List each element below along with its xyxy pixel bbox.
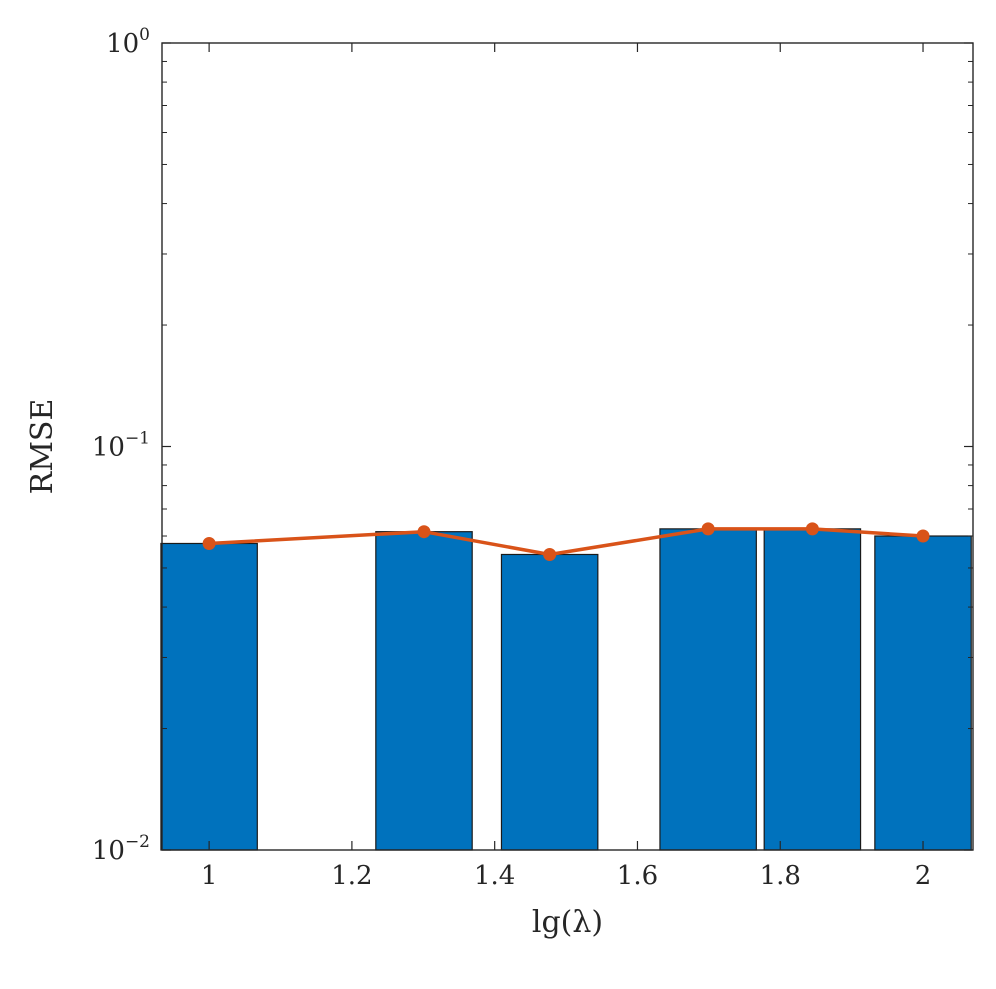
- x-tick-labels: 1 1.2 1.4 1.6 1.8 2: [201, 861, 931, 891]
- bar-6: [874, 535, 972, 851]
- line-point-3: [543, 547, 557, 561]
- line-path: [209, 527, 924, 557]
- bar-5: [763, 528, 862, 851]
- x-tick-label-4: 1.6: [617, 861, 658, 891]
- x-tick-label-1: 1: [201, 861, 218, 891]
- y-tick-label-2: 10−1: [92, 429, 150, 463]
- x-axis-label: lg(λ): [532, 905, 603, 940]
- bar-4: [659, 528, 757, 851]
- y-tick-labels: 100 10−1 10−2: [92, 25, 150, 866]
- line-point-2: [417, 525, 431, 539]
- line-point-1: [202, 536, 216, 550]
- bar-1: [160, 542, 258, 851]
- x-tick-label-5: 1.8: [760, 861, 801, 891]
- line-point-4: [701, 522, 715, 536]
- line-point-6: [916, 529, 930, 543]
- y-tick-label-3: 10−2: [92, 832, 150, 866]
- bars: [160, 528, 972, 851]
- ticks: [162, 42, 973, 851]
- y-tick-label-1: 100: [106, 25, 150, 59]
- line-point-5: [805, 522, 819, 536]
- y-axis-label: RMSE: [25, 399, 60, 495]
- bar-3: [500, 553, 599, 851]
- x-tick-label-2: 1.2: [331, 861, 372, 891]
- bar-2: [375, 531, 473, 851]
- x-tick-label-3: 1.4: [474, 861, 515, 891]
- x-tick-label-6: 2: [915, 861, 932, 891]
- line-series: [202, 522, 930, 561]
